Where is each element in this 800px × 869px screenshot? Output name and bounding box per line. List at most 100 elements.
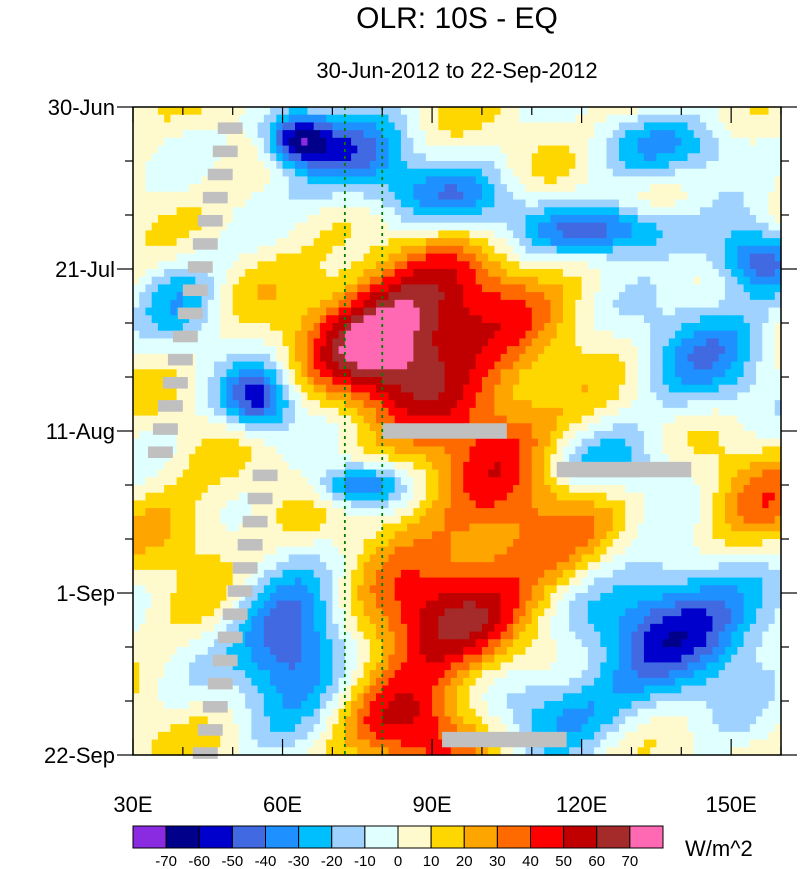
field-cell [189,199,196,208]
field-cell [594,191,601,201]
field-cell [494,346,502,355]
field-cell [538,284,545,293]
field-cell [270,107,277,116]
field-cell [301,168,309,178]
field-cell [301,215,309,224]
field-cell [251,461,259,471]
field-cell [668,346,676,355]
field-cell [425,384,433,394]
field-cell [762,461,770,471]
field-cell [737,261,745,270]
field-cell [226,400,234,409]
field-cell [706,323,714,332]
field-cell [637,392,645,401]
field-cell [538,253,545,262]
field-cell [494,137,502,147]
field-cell [743,176,751,185]
field-cell [693,230,701,239]
field-cell [668,137,676,147]
field-cell [276,153,284,162]
field-cell [637,145,645,154]
field-cell [581,315,589,324]
field-cell [344,369,352,378]
field-cell [625,153,633,162]
field-cell [400,384,408,394]
field-cell [756,469,763,478]
field-cell [270,454,277,463]
field-cell [301,184,309,193]
field-cell [245,323,252,332]
field-cell [270,153,277,162]
field-cell [737,238,745,247]
field-cell [581,191,589,201]
field-cell [544,191,552,201]
field-cell [519,168,527,178]
field-cell [257,438,265,448]
field-cell [295,415,302,424]
field-cell [207,330,215,340]
field-cell [344,184,352,193]
field-cell [257,230,265,239]
field-cell [176,384,184,394]
field-cell [581,122,589,131]
field-cell [444,276,452,286]
field-cell [544,114,552,124]
field-cell [513,269,520,278]
field-cell [444,230,452,239]
field-cell [164,168,171,178]
field-cell [556,130,564,139]
field-cell [207,145,215,154]
field-cell [176,269,184,278]
field-cell [369,284,377,293]
field-cell [270,122,277,131]
field-cell [475,207,483,216]
field-cell [656,176,664,185]
field-cell [531,353,539,363]
field-cell [413,107,421,116]
field-cell [631,400,639,409]
field-cell [313,338,321,347]
field-cell [743,469,751,478]
field-cell [157,191,165,201]
field-cell [706,353,714,363]
field-cell [432,299,439,309]
field-cell [544,199,552,208]
field-cell [432,415,439,424]
field-cell [581,222,589,232]
field-cell [288,431,296,440]
field-cell [475,230,483,239]
field-cell [500,184,508,193]
field-cell [357,191,365,201]
field-cell [170,346,178,355]
field-cell [326,315,333,324]
field-cell [338,438,346,448]
field-cell [425,137,433,147]
field-cell [133,168,140,178]
field-cell [282,130,290,139]
field-cell [681,276,689,286]
field-cell [463,446,471,455]
field-cell [207,230,215,239]
field-cell [650,130,657,139]
field-cell [226,431,234,440]
field-cell [357,353,365,363]
field-cell [388,454,396,463]
field-cell [681,130,689,139]
field-cell [238,130,246,139]
field-cell [245,184,252,193]
field-cell [506,168,514,178]
field-cell [238,469,246,478]
field-cell [687,184,695,193]
field-cell [232,176,240,185]
field-cell [569,145,576,154]
field-cell [544,346,552,355]
field-cell [376,461,383,471]
field-cell [363,215,371,224]
field-cell [706,284,714,293]
field-cell [338,361,346,370]
field-cell [251,114,259,124]
field-cell [313,130,321,139]
field-cell [575,199,583,208]
field-cell [326,230,333,239]
field-cell [164,230,171,239]
